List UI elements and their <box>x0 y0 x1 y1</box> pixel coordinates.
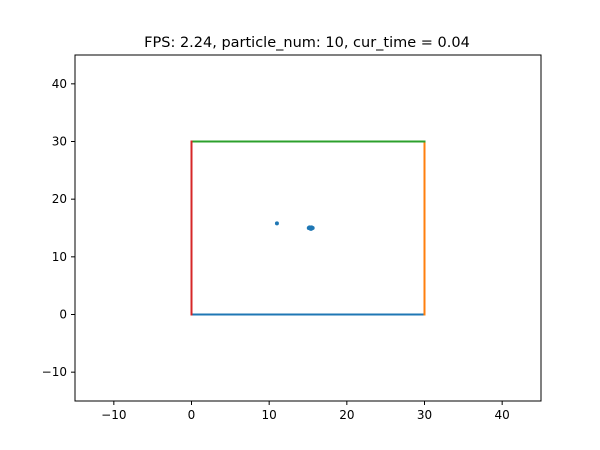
x-tick-label: 0 <box>188 408 196 422</box>
plot-area: −10 0 10 20 30 40 −10 0 10 20 30 40 <box>42 54 542 422</box>
x-axis-ticks: −10 0 10 20 30 40 <box>101 401 510 422</box>
particles <box>274 221 315 231</box>
particle-point <box>307 226 312 231</box>
y-tick-label: 10 <box>52 250 67 264</box>
chart-title: FPS: 2.24, particle_num: 10, cur_time = … <box>144 35 470 51</box>
x-tick-label: 10 <box>262 408 277 422</box>
y-tick-label: 0 <box>59 308 67 322</box>
y-axis-ticks: −10 0 10 20 30 40 <box>42 77 75 379</box>
x-tick-label: 40 <box>495 408 510 422</box>
axes-frame <box>74 54 542 402</box>
y-tick-label: 40 <box>52 77 67 91</box>
y-tick-label: −10 <box>42 365 67 379</box>
x-tick-label: −10 <box>101 408 126 422</box>
y-tick-label: 30 <box>52 135 67 149</box>
y-tick-label: 20 <box>52 192 67 206</box>
x-tick-label: 30 <box>417 408 432 422</box>
particle-point <box>274 221 279 226</box>
boundary-lines <box>190 140 426 316</box>
x-tick-label: 20 <box>339 408 354 422</box>
